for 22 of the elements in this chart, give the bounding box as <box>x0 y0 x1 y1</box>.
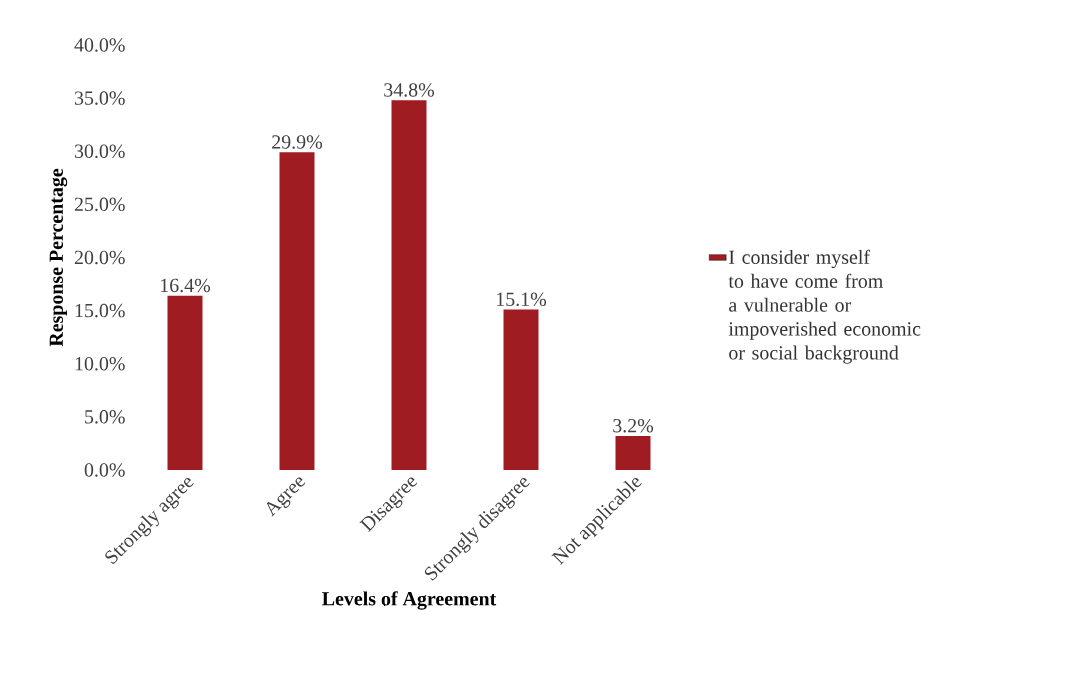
data-label: 16.4% <box>161 278 211 293</box>
y-tick-label: 30.0% <box>74 144 125 159</box>
y-tick-label: 25.0% <box>74 197 125 212</box>
legend-label: I consider myself to have come from a vulnerable or impoverished economic or social background <box>728 249 921 364</box>
bar <box>167 295 203 470</box>
y-tick-label: 20.0% <box>74 250 125 265</box>
y-tick-label: 0.0% <box>84 463 125 477</box>
y-tick-label: 40.0% <box>74 38 125 52</box>
y-tick-label: 35.0% <box>74 91 125 105</box>
x-axis-title: Levels of Agreement <box>322 591 497 610</box>
bar <box>391 100 427 470</box>
data-label: 3.2% <box>613 418 654 433</box>
data-label: 29.9% <box>272 135 323 149</box>
y-tick-label: 5.0% <box>85 410 125 424</box>
data-label: 34.8% <box>384 83 435 97</box>
bar <box>503 309 539 470</box>
bar <box>279 152 315 470</box>
y-axis-title: Response Percentage <box>49 168 68 347</box>
data-label: 15.1% <box>497 292 547 307</box>
bar <box>615 436 651 470</box>
y-tick-label: 10.0% <box>75 356 125 371</box>
y-tick-label: 15.0% <box>75 303 125 318</box>
